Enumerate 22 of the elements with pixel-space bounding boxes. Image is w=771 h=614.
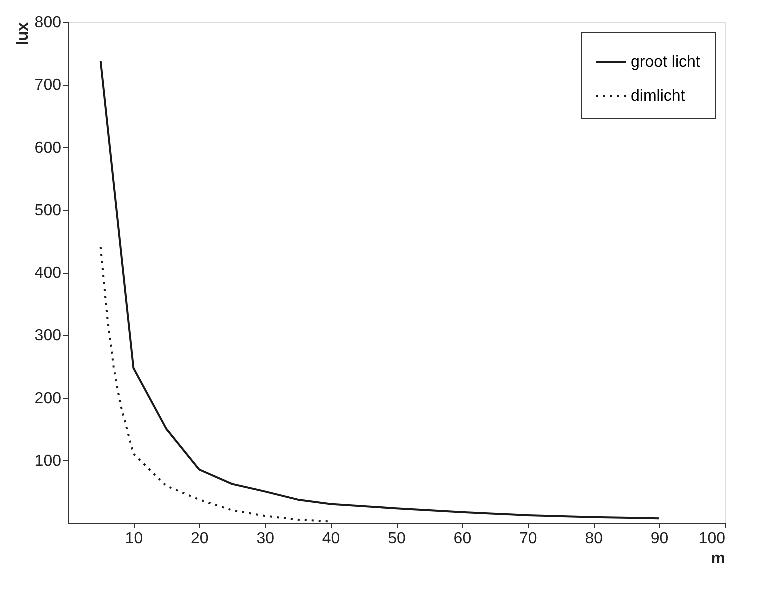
x-tick-label: 20 xyxy=(191,530,209,548)
x-tick-label: 50 xyxy=(388,530,406,548)
y-tick-label: 800 xyxy=(34,14,62,32)
y-tick-label: 700 xyxy=(34,77,62,94)
y-tick-label: 500 xyxy=(34,202,62,220)
legend-label: dimlicht xyxy=(631,88,686,105)
y-tick-label: 100 xyxy=(34,452,62,470)
x-tick-label: 40 xyxy=(322,530,340,548)
y-tick-label: 300 xyxy=(34,328,62,345)
y-axis-title: lux xyxy=(14,22,32,46)
y-tick-label: 200 xyxy=(34,390,62,408)
x-tick-label: 10 xyxy=(125,530,144,548)
legend-label: groot licht xyxy=(631,54,701,71)
x-axis-title: m xyxy=(711,550,726,568)
y-tick-label: 600 xyxy=(34,140,62,157)
x-tick-label: 80 xyxy=(585,530,604,548)
x-tick-label: 100 xyxy=(698,530,726,548)
x-tick-label: 70 xyxy=(520,530,538,548)
y-tick-label: 400 xyxy=(34,265,62,282)
x-tick-label: 60 xyxy=(454,530,472,548)
x-tick-label: 30 xyxy=(256,530,275,548)
x-tick-label: 90 xyxy=(650,530,669,548)
